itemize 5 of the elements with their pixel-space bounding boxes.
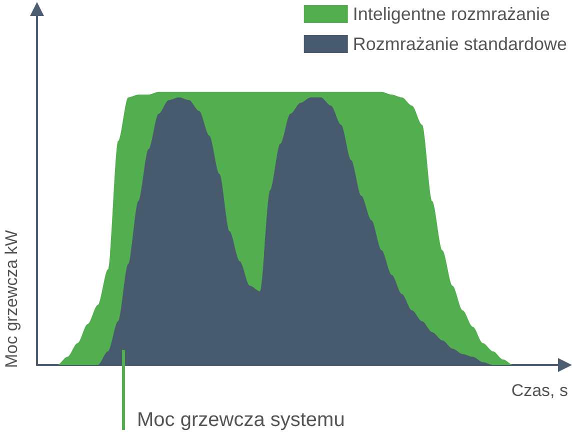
text: Moc grzewcza systemu [137, 409, 345, 431]
x-axis-title: Czas, s [511, 381, 568, 400]
legend-label: Rozmrażanie standardowe [352, 34, 568, 54]
legend-label: Inteligentne rozmrażanie [352, 4, 550, 24]
y-axis-title: Moc grzewcza kW [2, 230, 21, 368]
